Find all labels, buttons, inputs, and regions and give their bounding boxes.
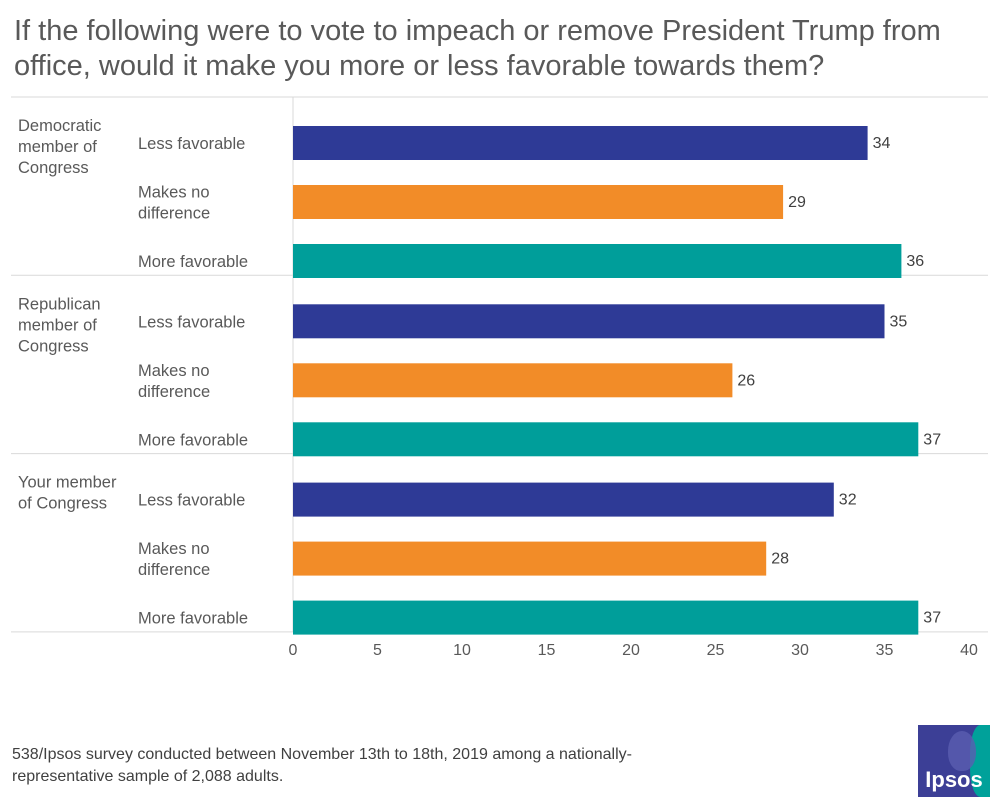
group-label: Congress bbox=[18, 159, 89, 177]
data-label: 32 bbox=[839, 492, 857, 509]
data-label: 34 bbox=[873, 135, 891, 152]
bar bbox=[293, 363, 733, 398]
bar bbox=[293, 422, 919, 457]
bar bbox=[293, 185, 784, 219]
x-tick-label: 35 bbox=[876, 642, 894, 659]
group-label: of Congress bbox=[18, 495, 107, 513]
category-label: More favorable bbox=[138, 610, 248, 628]
x-tick-label: 0 bbox=[289, 642, 298, 659]
logo-face-shape bbox=[948, 731, 976, 771]
group-label: Your member bbox=[18, 474, 117, 492]
category-label: Less favorable bbox=[138, 492, 245, 510]
category-label: Less favorable bbox=[138, 313, 245, 331]
group-label: member of bbox=[18, 316, 97, 334]
category-label: Makes no bbox=[138, 362, 210, 380]
x-tick-label: 15 bbox=[538, 642, 556, 659]
group-label: member of bbox=[18, 138, 97, 156]
footnote: 538/Ipsos survey conducted between Novem… bbox=[12, 746, 632, 785]
data-label: 28 bbox=[771, 551, 789, 568]
x-tick-label: 25 bbox=[707, 642, 725, 659]
category-label: More favorable bbox=[138, 431, 248, 449]
category-label: difference bbox=[138, 383, 210, 401]
chart-title: If the following were to vote to impeach… bbox=[14, 15, 941, 82]
x-tick-label: 20 bbox=[622, 642, 640, 659]
x-tick-label: 40 bbox=[960, 642, 978, 659]
category-label: difference bbox=[138, 205, 210, 223]
group-label: Republican bbox=[18, 295, 101, 313]
bar-chart: 0 5 10 15 20 25 30 35 40 Democratic member of Congr… bbox=[11, 96, 988, 659]
bar bbox=[293, 600, 919, 635]
bar bbox=[293, 541, 767, 576]
category-label: Makes no bbox=[138, 540, 210, 558]
bar bbox=[293, 126, 868, 160]
data-label: 29 bbox=[788, 194, 806, 211]
logo-text: Ipsos bbox=[925, 767, 983, 792]
bar bbox=[293, 482, 834, 517]
category-label: difference bbox=[138, 561, 210, 579]
group-label: Democratic bbox=[18, 117, 101, 135]
ipsos-logo: Ipsos bbox=[918, 725, 990, 797]
category-label: Makes no bbox=[138, 184, 210, 202]
x-tick-label: 5 bbox=[373, 642, 382, 659]
data-label: 36 bbox=[906, 253, 924, 270]
group-label: Congress bbox=[18, 337, 89, 355]
category-label: More favorable bbox=[138, 253, 248, 271]
data-label: 26 bbox=[737, 372, 755, 389]
x-tick-label: 10 bbox=[453, 642, 471, 659]
bar bbox=[293, 304, 885, 339]
data-label: 35 bbox=[890, 313, 908, 330]
data-label: 37 bbox=[923, 431, 941, 448]
x-tick-label: 30 bbox=[791, 642, 809, 659]
bar bbox=[293, 244, 902, 278]
data-label: 37 bbox=[923, 610, 941, 627]
category-label: Less favorable bbox=[138, 135, 245, 153]
